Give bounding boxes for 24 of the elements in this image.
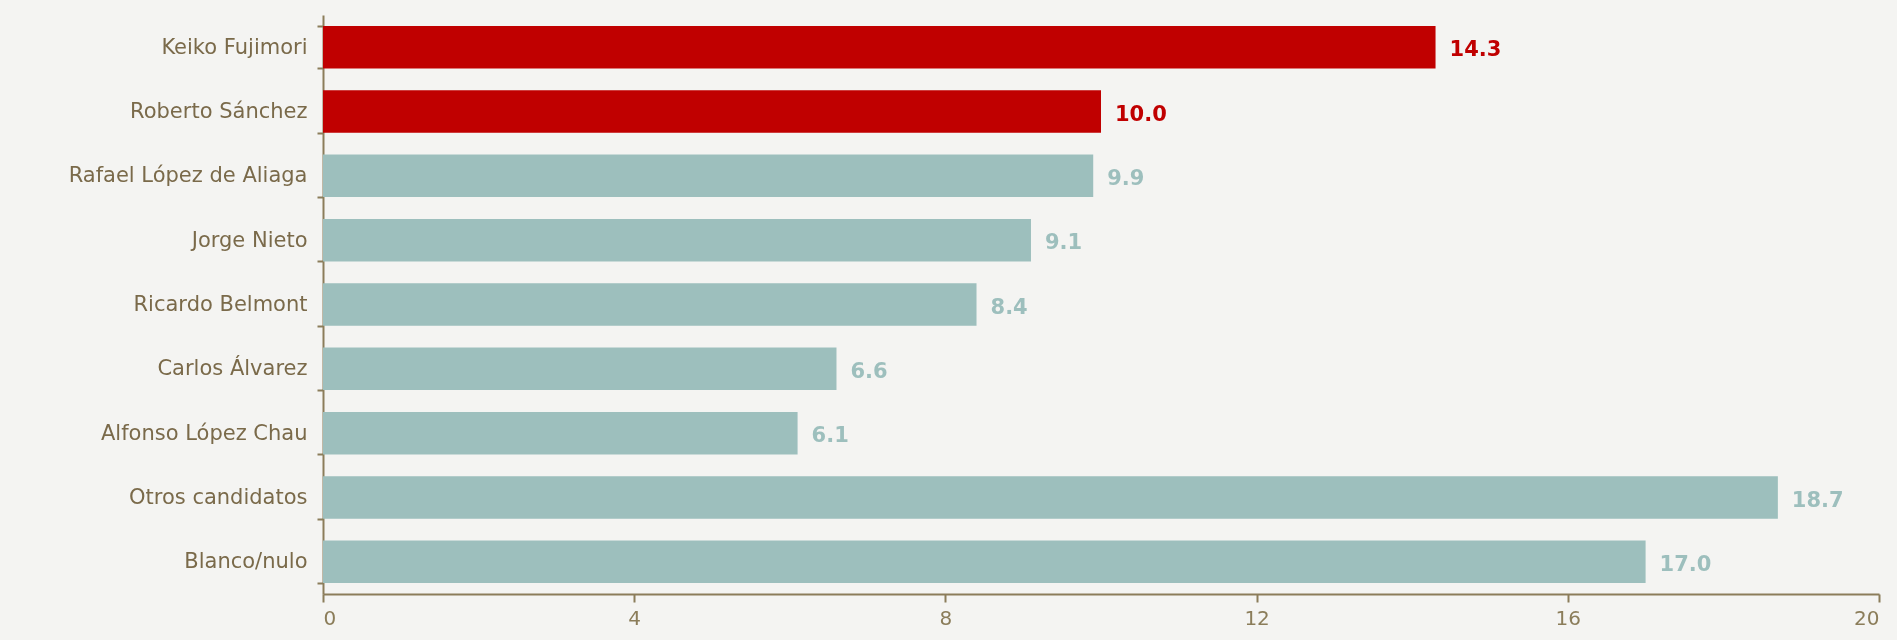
data-label: 6.1 [811,423,849,448]
data-label: 14.3 [1449,37,1502,62]
x-tick-label: 20 [1854,605,1880,630]
x-tick-label: 12 [1244,605,1270,630]
data-label: 18.7 [1791,487,1844,512]
x-tick-label: 8 [939,605,953,630]
y-tick-label: Keiko Fujimori [161,34,308,59]
data-label: 10.0 [1115,101,1167,126]
y-tick-label: Alfonso López Chau [101,420,308,445]
y-tick-label: Otros candidatos [128,485,308,509]
y-tick-label: Jorge Nieto [189,227,308,252]
y-tick-label: Carlos Álvarez [157,355,308,381]
y-tick-label: Ricardo Belmont [133,292,308,316]
data-label: 9.1 [1044,230,1083,255]
y-tick-label: Blanco/nulo [184,549,308,574]
x-tick-label: 4 [628,605,642,630]
x-tick-label: 16 [1555,605,1582,630]
x-tick-label: 0 [323,605,337,630]
data-label: 17.0 [1659,551,1712,576]
y-tick-label: Rafael López de Aliaga [68,163,308,188]
y-tick-label: Roberto Sánchez [130,99,308,123]
data-label: 6.6 [850,358,888,383]
data-label: 8.4 [990,294,1028,319]
data-label: 9.9 [1107,165,1145,190]
